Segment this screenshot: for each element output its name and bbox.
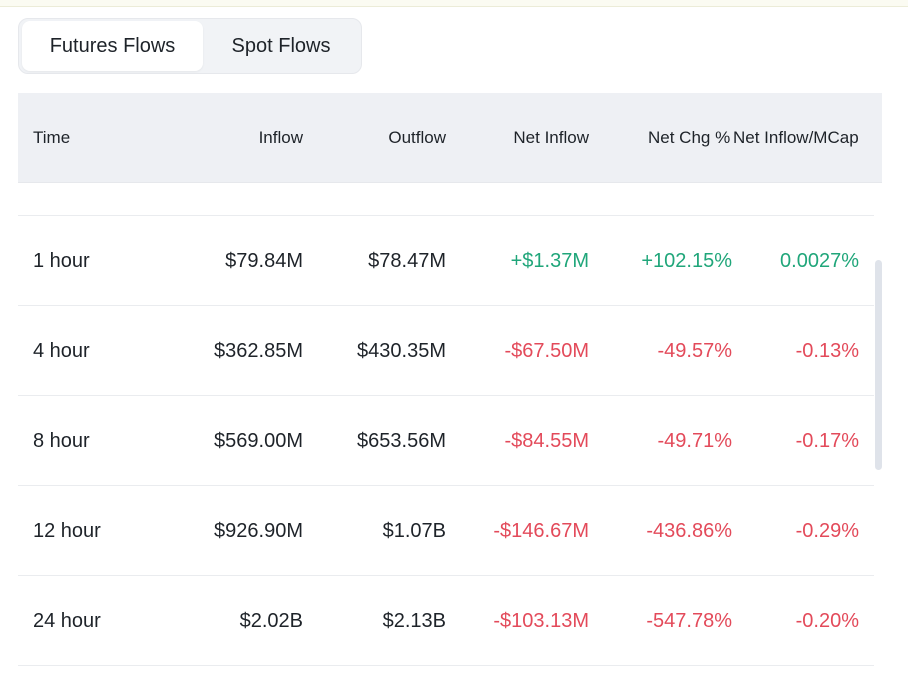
cell-time: 4 hour — [33, 340, 90, 362]
header-time[interactable]: Time — [33, 128, 71, 147]
cell-inflow: $2.02B — [239, 610, 303, 632]
header-net-inflow[interactable]: Net Inflow — [513, 128, 589, 147]
header-outflow[interactable]: Outflow — [388, 128, 446, 147]
table-row[interactable]: 4 hour $362.85M $430.35M -$67.50M -49.57% -0.… — [18, 306, 874, 396]
cell-inflow: $79.84M — [225, 250, 303, 272]
top-border — [0, 0, 908, 7]
cell-net-inflow: -$103.13M — [493, 610, 589, 632]
cell-net-inflow-mcap: -0.29% — [795, 520, 859, 542]
cell-outflow: $78.47M — [368, 250, 446, 272]
header-inflow[interactable]: Inflow — [258, 128, 303, 147]
row-divider — [18, 665, 874, 666]
row-divider — [18, 305, 874, 306]
cell-net-chg: +102.15% — [641, 250, 732, 272]
table-row[interactable]: 24 hour $2.02B $2.13B -$103.13M -547.78% -0.2… — [18, 576, 874, 666]
tab-futures-flows[interactable]: Futures Flows — [22, 21, 203, 71]
cell-inflow: $362.85M — [214, 340, 303, 362]
cell-inflow: $569.00M — [214, 430, 303, 452]
cell-outflow: $430.35M — [357, 340, 446, 362]
cell-net-inflow-mcap: -0.17% — [795, 430, 859, 452]
row-divider — [18, 575, 874, 576]
row-divider — [18, 215, 874, 216]
cell-net-chg: -436.86% — [646, 520, 732, 542]
flow-type-tabs: Futures Flows Spot Flows — [18, 18, 362, 74]
cell-outflow: $2.13B — [382, 610, 446, 632]
cell-net-chg: -49.71% — [657, 430, 733, 452]
cell-inflow: $926.90M — [214, 520, 303, 542]
table-row[interactable]: 12 hour $926.90M $1.07B -$146.67M -436.86% -0… — [18, 486, 874, 576]
cell-net-inflow: +$1.37M — [510, 250, 589, 272]
table-row[interactable]: 1 hour $79.84M $78.47M +$1.37M +102.15% 0.002… — [18, 216, 874, 306]
cell-net-inflow: -$146.67M — [493, 520, 589, 542]
header-net-inflow-mcap[interactable]: Net Inflow/MCap — [733, 128, 859, 147]
cell-outflow: $653.56M — [357, 430, 446, 452]
tab-spot-flows[interactable]: Spot Flows — [231, 34, 331, 57]
header-net-chg[interactable]: Net Chg % — [648, 128, 731, 147]
cell-time: 8 hour — [33, 430, 90, 452]
cell-outflow: $1.07B — [382, 520, 446, 542]
cell-time: 12 hour — [33, 520, 101, 542]
scrollbar[interactable] — [875, 260, 882, 470]
cell-time: 24 hour — [33, 610, 101, 632]
table-row[interactable]: 8 hour $569.00M $653.56M -$84.55M -49.71% -0.… — [18, 396, 874, 486]
row-divider — [18, 395, 874, 396]
cell-net-inflow-mcap: -0.20% — [795, 610, 859, 632]
cell-time: 1 hour — [33, 250, 90, 272]
cell-net-chg: -547.78% — [646, 610, 732, 632]
cell-net-inflow-mcap: -0.13% — [795, 340, 859, 362]
cell-net-inflow: -$84.55M — [504, 430, 590, 452]
cell-net-inflow-mcap: 0.0027% — [780, 250, 859, 272]
cell-net-inflow: -$67.50M — [504, 340, 590, 362]
table-header: Time Inflow Outflow Net Inflow Net Chg %… — [18, 93, 882, 183]
row-divider — [18, 485, 874, 486]
cell-net-chg: -49.57% — [657, 340, 733, 362]
